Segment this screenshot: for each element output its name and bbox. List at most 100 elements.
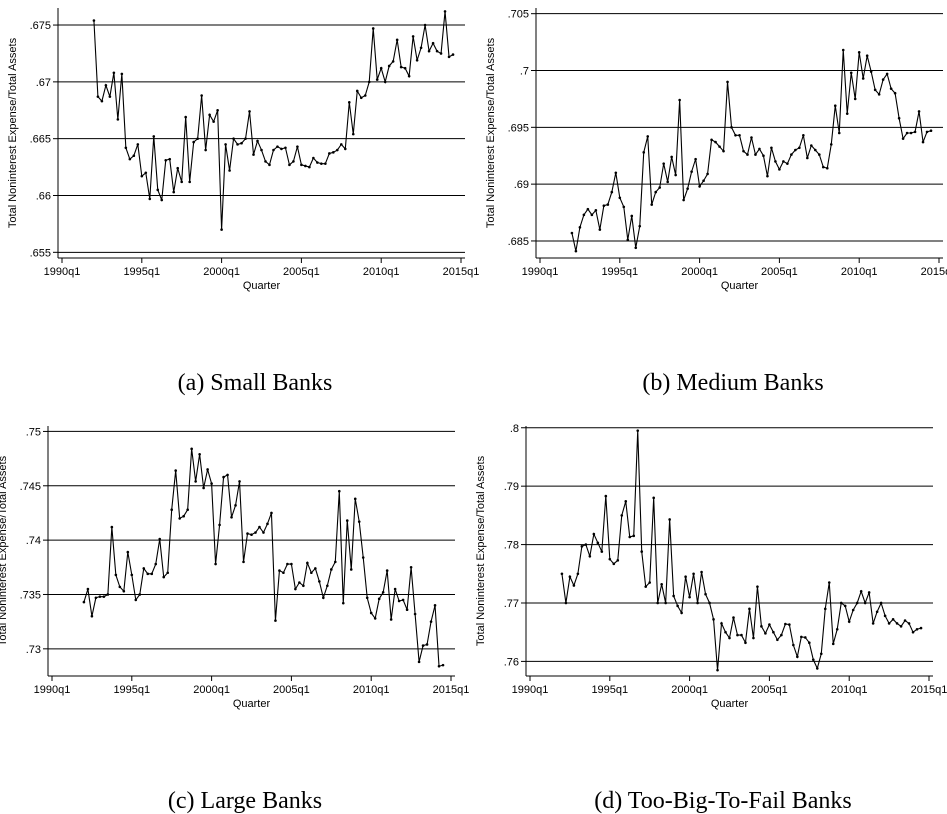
data-point xyxy=(837,131,841,135)
data-point xyxy=(190,447,193,451)
data-point xyxy=(782,160,785,163)
data-point xyxy=(620,514,624,517)
data-point xyxy=(724,630,727,634)
data-point xyxy=(361,556,365,559)
data-point xyxy=(919,626,923,630)
data-point xyxy=(160,198,164,202)
x-axis-label: Quarter xyxy=(233,698,271,710)
data-point xyxy=(90,614,94,618)
data-point xyxy=(756,585,759,588)
data-point xyxy=(250,533,253,536)
data-point xyxy=(630,214,634,218)
x-tick-label: 1995q1 xyxy=(601,266,638,278)
y-axis-label: Total Noninterest Expense/Total Assets xyxy=(7,37,19,228)
data-point xyxy=(849,71,853,75)
data-point xyxy=(772,630,775,634)
data-point xyxy=(754,153,757,156)
data-point xyxy=(708,601,711,605)
data-point xyxy=(574,249,578,253)
data-point xyxy=(696,601,699,605)
data-point xyxy=(714,140,717,144)
series-line xyxy=(83,448,444,667)
data-point xyxy=(915,627,919,631)
data-point xyxy=(439,52,443,55)
data-point xyxy=(294,587,297,591)
data-point xyxy=(742,149,745,153)
data-point xyxy=(764,632,767,635)
data-point xyxy=(845,112,849,115)
data-point xyxy=(130,573,134,577)
y-axis-label: Total Noninterest Expense/Total Assets xyxy=(485,37,497,228)
data-point xyxy=(156,188,160,192)
data-point xyxy=(692,572,695,576)
data-point xyxy=(644,585,648,588)
data-point xyxy=(128,157,132,161)
data-point xyxy=(640,550,644,553)
data-point xyxy=(96,95,100,98)
data-point xyxy=(698,185,701,188)
data-point xyxy=(86,587,90,591)
data-point xyxy=(604,494,608,498)
data-point xyxy=(684,575,687,579)
data-point xyxy=(385,569,389,572)
data-point xyxy=(614,171,618,175)
x-tick-label: 2010q1 xyxy=(353,684,390,696)
data-point xyxy=(256,139,259,143)
data-point xyxy=(887,622,891,625)
data-point xyxy=(220,228,223,231)
data-point xyxy=(326,584,329,588)
data-point xyxy=(710,138,713,142)
data-point xyxy=(873,88,877,92)
data-point xyxy=(881,78,885,81)
data-point xyxy=(786,162,789,165)
y-tick-label: .695 xyxy=(508,122,529,134)
data-point xyxy=(170,508,173,511)
data-point xyxy=(411,35,415,38)
data-point xyxy=(262,531,265,534)
y-tick-label: .67 xyxy=(36,77,51,89)
data-point xyxy=(451,53,455,56)
data-point xyxy=(821,165,825,169)
data-point xyxy=(740,633,743,637)
data-point xyxy=(443,10,447,13)
data-point xyxy=(150,572,154,576)
data-point xyxy=(413,612,417,616)
data-point xyxy=(588,554,592,558)
data-point xyxy=(586,207,590,211)
data-point xyxy=(815,667,819,670)
data-point xyxy=(638,224,642,228)
data-point xyxy=(814,148,817,152)
data-point xyxy=(905,131,909,135)
data-point xyxy=(650,203,654,206)
data-point xyxy=(108,95,112,98)
data-point xyxy=(590,213,594,217)
data-point xyxy=(302,584,305,588)
chart-panel: .655 .66 .665 .67 .675 1990q1 1995q1 2000q1 2005… xyxy=(7,8,479,396)
data-point xyxy=(857,51,861,54)
data-point xyxy=(162,575,166,579)
data-point xyxy=(893,91,897,95)
data-point xyxy=(726,80,729,84)
data-point xyxy=(823,607,827,611)
data-point xyxy=(576,572,580,576)
y-tick-label: .665 xyxy=(30,134,51,146)
data-point xyxy=(290,562,293,566)
data-point xyxy=(224,143,227,146)
data-point xyxy=(120,72,124,76)
data-point xyxy=(124,146,128,150)
data-point xyxy=(794,148,797,152)
data-point xyxy=(802,133,805,137)
data-point xyxy=(827,581,831,584)
data-point xyxy=(594,208,598,212)
data-point xyxy=(570,231,574,235)
data-point xyxy=(116,118,120,121)
data-point xyxy=(722,149,725,153)
data-point xyxy=(405,608,409,611)
data-point xyxy=(929,129,933,133)
data-point xyxy=(425,643,429,646)
data-point xyxy=(140,174,144,178)
data-point xyxy=(132,154,136,158)
data-point xyxy=(144,171,148,175)
x-tick-label: 2010q1 xyxy=(831,684,868,696)
data-point xyxy=(622,205,626,209)
